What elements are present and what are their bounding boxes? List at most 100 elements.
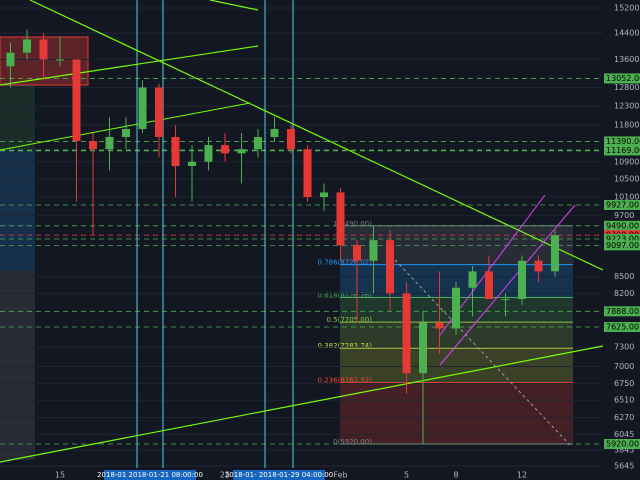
y-tick-label: 8500 (614, 272, 634, 281)
crosshair-label: 2018-01- 2018-01-29 04:00:00 (225, 471, 333, 479)
y-tick-label: 7000 (614, 362, 634, 371)
candle-body (518, 260, 526, 300)
level-label: 9490.00 (606, 221, 639, 230)
level-tag (604, 73, 640, 84)
candle-body (56, 59, 64, 61)
candle-body (6, 52, 15, 67)
projection-line (394, 259, 571, 446)
x-tick-label: 12 (517, 471, 527, 480)
x-tick-label: 25 (220, 471, 230, 480)
fib-label: 0.382(7283.74) (318, 342, 373, 350)
fib-label: 0.5(7705.00) (326, 316, 372, 324)
level-tag (604, 240, 640, 251)
candle-body (336, 192, 345, 246)
candle-body (452, 287, 460, 329)
level-label: 11390.00 (606, 137, 640, 146)
level-label: 7625.00 (606, 322, 639, 331)
candle-body (89, 141, 97, 150)
y-tick-label: 5845 (614, 445, 634, 454)
y-tick-label: 7300 (614, 343, 634, 352)
trend-line (29, 0, 604, 271)
y-tick-label: 13600 (614, 55, 639, 64)
y-tick-label: 6045 (614, 430, 634, 439)
y-tick-label: 10500 (614, 175, 639, 184)
candle-body (353, 245, 361, 261)
candle-body (188, 161, 196, 167)
y-tick-label: 8200 (614, 289, 634, 298)
candle-body (419, 322, 427, 374)
level-label: 11169.00 (606, 146, 640, 155)
candle-body (39, 39, 48, 60)
y-tick-label: 11800 (614, 121, 639, 130)
candle-body (254, 136, 262, 150)
candle-body (171, 136, 180, 167)
level-label: 5920.00 (606, 440, 639, 449)
y-tick-label: 12800 (614, 83, 639, 92)
x-tick-label: Feb (333, 471, 347, 480)
candle-body (435, 322, 444, 329)
y-tick-label: 10900 (614, 157, 639, 166)
y-tick-label: 15200 (614, 4, 639, 13)
channel-line (439, 204, 576, 366)
trend-line (209, 0, 259, 11)
candle-body (72, 59, 81, 142)
y-tick-label: 6750 (614, 379, 634, 388)
level-tag (604, 145, 640, 156)
candle-body (155, 87, 163, 137)
y-tick-label: 6510 (614, 396, 634, 405)
level-tag (604, 220, 640, 231)
level-tag (604, 136, 640, 147)
x-tick-label: 15 (55, 471, 65, 480)
candle-body (402, 293, 411, 374)
y-tick-label: 6270 (614, 413, 634, 422)
candle-body (468, 271, 477, 288)
trend-line (0, 102, 251, 151)
level-label: 9223.00 (606, 235, 639, 244)
level-label: 13052.00 (606, 74, 640, 83)
fib-label: 0.786(8726.02) (318, 259, 373, 267)
crosshair-label: 2018-01 2018-01-21 08:00:00 (97, 471, 203, 479)
candle-body (105, 136, 114, 150)
fib-label: 0(5920.00) (333, 438, 372, 446)
candle-body (386, 240, 394, 294)
crosshair-tag (233, 470, 325, 480)
fib-label: 1(9490.00) (333, 220, 372, 228)
trend-line (0, 345, 604, 463)
candle-body (237, 149, 246, 154)
candle-body (303, 149, 312, 198)
crosshair-tag (104, 470, 196, 480)
y-tick-label: 5645 (614, 462, 634, 471)
candle-body (369, 240, 378, 261)
candle-body (551, 235, 559, 272)
y-tick-label: 12300 (614, 101, 639, 110)
y-tick-label: 10100 (614, 193, 639, 202)
fib-label: 0.618(8126.26) (318, 292, 373, 300)
level-tag (604, 199, 640, 210)
candle-body (270, 129, 279, 137)
candle-body (534, 260, 543, 272)
level-tag (604, 321, 640, 332)
x-tick-label: 5 (404, 471, 409, 480)
candle-body (204, 145, 213, 162)
zone-box (0, 85, 35, 150)
zone-box (0, 270, 35, 460)
y-tick-label: 14400 (614, 28, 639, 37)
fib-zone (340, 348, 573, 383)
candle-body (320, 192, 328, 198)
level-label: 9097.00 (606, 241, 639, 250)
candle-body (485, 271, 493, 300)
level-tag (604, 306, 640, 317)
level-label: 9927.00 (606, 200, 639, 209)
fib-label: 0.236(6762.52) (318, 376, 373, 384)
level-tag (604, 234, 640, 245)
zone-box (0, 150, 35, 270)
candle-body (122, 129, 130, 137)
level-label: 7888.00 (606, 307, 639, 316)
drawings (0, 0, 604, 470)
x-tick-label: 8 (453, 471, 458, 480)
candle-body (501, 299, 510, 301)
fib-zone (340, 382, 573, 445)
candle-body (221, 145, 229, 154)
candle-body (23, 39, 31, 53)
